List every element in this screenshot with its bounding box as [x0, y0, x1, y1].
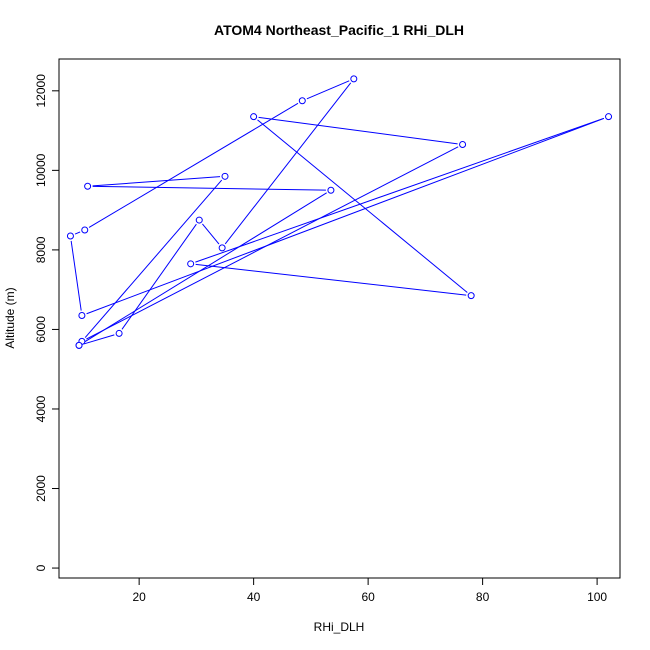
series-segment: [86, 117, 605, 315]
y-tick-label: 4000: [34, 395, 48, 422]
x-tick-label: 20: [132, 590, 146, 604]
y-tick-label: 12000: [34, 74, 48, 108]
y-axis-label: Altitude (m): [3, 287, 17, 348]
data-point: [84, 182, 92, 190]
series-segment: [202, 223, 220, 245]
series-segment: [83, 192, 327, 344]
series-segment: [195, 263, 467, 296]
data-point: [250, 113, 258, 121]
series-segment: [195, 117, 605, 263]
x-tick-label: 60: [361, 590, 375, 604]
data-point: [327, 186, 335, 194]
y-tick-label: 2000: [34, 475, 48, 502]
series-segment: [83, 334, 115, 345]
data-point: [298, 97, 306, 105]
series-segment: [306, 80, 350, 100]
series-segment: [258, 116, 458, 145]
data-point: [81, 226, 89, 234]
data-point: [187, 260, 195, 268]
data-point: [75, 341, 83, 349]
x-axis: 20 40 60 80 100: [132, 577, 607, 604]
x-tick-label: 100: [587, 590, 607, 604]
series-segment: [70, 240, 82, 311]
y-tick-label: 8000: [34, 236, 48, 263]
data-point: [218, 244, 226, 252]
series-points: [66, 75, 613, 349]
data-point: [66, 232, 74, 240]
series-segment: [257, 119, 468, 293]
series-segment: [224, 82, 352, 245]
data-point: [605, 113, 613, 121]
series-lines: [70, 80, 605, 345]
series-segment: [74, 231, 81, 235]
data-point: [195, 216, 203, 224]
data-point: [115, 329, 123, 337]
data-point: [221, 172, 229, 180]
data-point: [459, 141, 467, 149]
y-tick-label: 10000: [34, 153, 48, 187]
x-axis-label: RHi_DLH: [314, 620, 365, 634]
chart-title: ATOM4 Northeast_Pacific_1 RHi_DLH: [214, 22, 464, 38]
data-point: [78, 312, 86, 320]
x-tick-label: 40: [247, 590, 261, 604]
data-point: [467, 292, 475, 300]
y-tick-label: 6000: [34, 316, 48, 343]
series-segment: [86, 146, 459, 340]
series-segment: [92, 176, 221, 187]
data-point: [350, 75, 358, 83]
y-axis: 0 2000 4000 6000 8000 10000 12000: [34, 74, 60, 571]
x-tick-label: 80: [476, 590, 490, 604]
y-tick-label: 0: [34, 564, 48, 571]
series-segment: [84, 179, 223, 338]
series-segment: [92, 185, 326, 191]
